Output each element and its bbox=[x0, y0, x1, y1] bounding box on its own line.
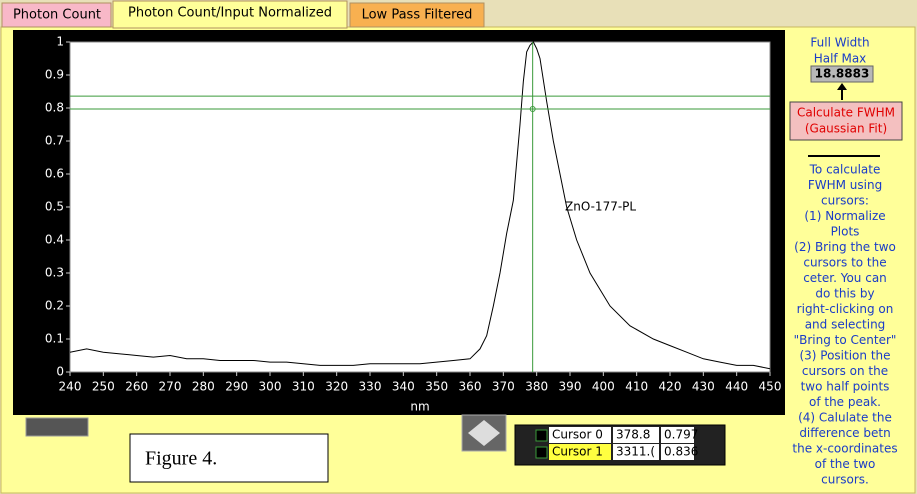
x-tick-label: 300 bbox=[259, 380, 282, 394]
instruction-line: the x-coordinates bbox=[792, 442, 897, 456]
x-tick-label: 340 bbox=[392, 380, 415, 394]
instruction-line: cursors to the bbox=[803, 256, 886, 270]
instruction-line: Plots bbox=[831, 225, 860, 239]
cursor-y-box bbox=[661, 427, 694, 443]
instruction-line: difference betn bbox=[799, 426, 890, 440]
x-tick-label: 400 bbox=[592, 380, 615, 394]
x-tick-label: 310 bbox=[292, 380, 315, 394]
instruction-line: (2) Bring the two bbox=[794, 240, 896, 254]
cursor-y-value: 0.797 bbox=[664, 428, 698, 442]
y-tick-label: 0.2 bbox=[45, 299, 64, 313]
x-axis-label: nm bbox=[410, 400, 429, 414]
fwhm-value-box bbox=[810, 65, 874, 83]
cursor-name-box bbox=[549, 444, 611, 460]
cursor-point bbox=[529, 105, 536, 112]
x-tick-label: 370 bbox=[492, 380, 515, 394]
fwhm-value: 18.8883 bbox=[815, 67, 870, 81]
x-tick-label: 450 bbox=[759, 380, 782, 394]
instruction-line: (3) Position the bbox=[799, 349, 890, 363]
series-line bbox=[69, 41, 771, 370]
cursor-swatch bbox=[535, 429, 548, 442]
x-tick-label: 350 bbox=[425, 380, 448, 394]
y-tick-label: 0.4 bbox=[45, 233, 64, 247]
cursor-y-value: 0.836 bbox=[664, 445, 698, 459]
x-tick-label: 440 bbox=[725, 380, 748, 394]
instruction-line: (4) Calulate the bbox=[798, 411, 892, 425]
cursor-name: Cursor 0 bbox=[552, 428, 603, 442]
button-label: (Gaussian Fit) bbox=[805, 122, 887, 136]
x-tick-label: 270 bbox=[159, 380, 182, 394]
graph-palette[interactable] bbox=[25, 417, 89, 437]
arrow-head bbox=[837, 83, 847, 90]
instruction-line: To calculate bbox=[809, 163, 881, 177]
instruction-line: do this by bbox=[815, 287, 874, 301]
instruction-line: (1) Normalize bbox=[804, 209, 885, 223]
tab-label: Photon Count bbox=[13, 8, 101, 23]
y-tick-label: 1 bbox=[56, 35, 64, 49]
y-tick-label: 0 bbox=[56, 365, 64, 379]
x-tick-label: 360 bbox=[459, 380, 482, 394]
tab-selected[interactable] bbox=[112, 0, 348, 29]
instruction-line: and selecting bbox=[805, 318, 886, 332]
cursor-x-value: 3311.( bbox=[616, 445, 655, 459]
cursor-name: Cursor 1 bbox=[552, 445, 603, 459]
fwhm-label: Half Max bbox=[814, 52, 867, 66]
x-tick-label: 250 bbox=[92, 380, 115, 394]
plot: 0 0.1 0.2 0.3 0.4 0.5 0.6 0.7 0.8 0.9 1 240 250 260 27… bbox=[45, 35, 782, 414]
x-tick-label: 420 bbox=[659, 380, 682, 394]
x-tick-label: 330 bbox=[359, 380, 382, 394]
tab[interactable] bbox=[1, 2, 112, 28]
plot-legend: ZnO-177-PL bbox=[565, 200, 636, 214]
x-tick-label: 430 bbox=[692, 380, 715, 394]
figure-label-box bbox=[129, 433, 329, 483]
button-label: Calculate FWHM bbox=[797, 106, 895, 120]
cursor-name-box bbox=[549, 427, 611, 443]
instruction-line: "Bring to Center" bbox=[794, 333, 897, 347]
fwhm-label: Full Width bbox=[810, 36, 869, 50]
x-tick-label: 410 bbox=[625, 380, 648, 394]
cursor-y-box bbox=[661, 444, 694, 460]
plot-area bbox=[69, 41, 771, 373]
cursor-x-box bbox=[613, 427, 659, 443]
tab-label: Photon Count/Input Normalized bbox=[128, 6, 332, 21]
tab-label: Low Pass Filtered bbox=[362, 8, 473, 23]
x-tick-label: 240 bbox=[59, 380, 82, 394]
instruction-line: cursors. bbox=[821, 473, 869, 487]
instruction-line: of the peak. bbox=[809, 395, 881, 409]
x-tick-label: 290 bbox=[225, 380, 248, 394]
cursor-swatch bbox=[535, 446, 548, 459]
x-tick-label: 260 bbox=[125, 380, 148, 394]
instruction-line: two half points bbox=[801, 380, 890, 394]
y-tick-label: 0.6 bbox=[45, 167, 64, 181]
instruction-line: ceter. You can bbox=[803, 271, 887, 285]
instruction-line: cursors: bbox=[821, 194, 869, 208]
x-tick-label: 280 bbox=[192, 380, 215, 394]
y-tick-label: 0.9 bbox=[45, 68, 64, 82]
x-tick-label: 380 bbox=[525, 380, 548, 394]
cursor-x-box bbox=[613, 444, 659, 460]
y-tick-label: 0.8 bbox=[45, 101, 64, 115]
instruction-line: of the two bbox=[815, 457, 876, 471]
tab[interactable] bbox=[349, 2, 485, 28]
cursor-rows: Cursor 0 378.8 0.797 Cursor 1 3311.( 0.836 bbox=[535, 427, 698, 460]
fwhm-button[interactable] bbox=[789, 101, 903, 141]
y-tick-label: 0.3 bbox=[45, 266, 64, 280]
y-tick-label: 0.7 bbox=[45, 134, 64, 148]
x-tick-label: 390 bbox=[559, 380, 582, 394]
x-tick-label: 320 bbox=[325, 380, 348, 394]
y-tick-label: 0.5 bbox=[45, 200, 64, 214]
navigator-icon bbox=[468, 420, 500, 446]
instruction-line: right-clicking on bbox=[797, 302, 894, 316]
figure-label: Figure 4. bbox=[145, 448, 217, 470]
instruction-line: cursors on the bbox=[802, 364, 888, 378]
instruction-line: FWHM using bbox=[808, 178, 882, 192]
cursor-x-value: 378.8 bbox=[616, 428, 650, 442]
y-tick-label: 0.1 bbox=[45, 332, 64, 346]
